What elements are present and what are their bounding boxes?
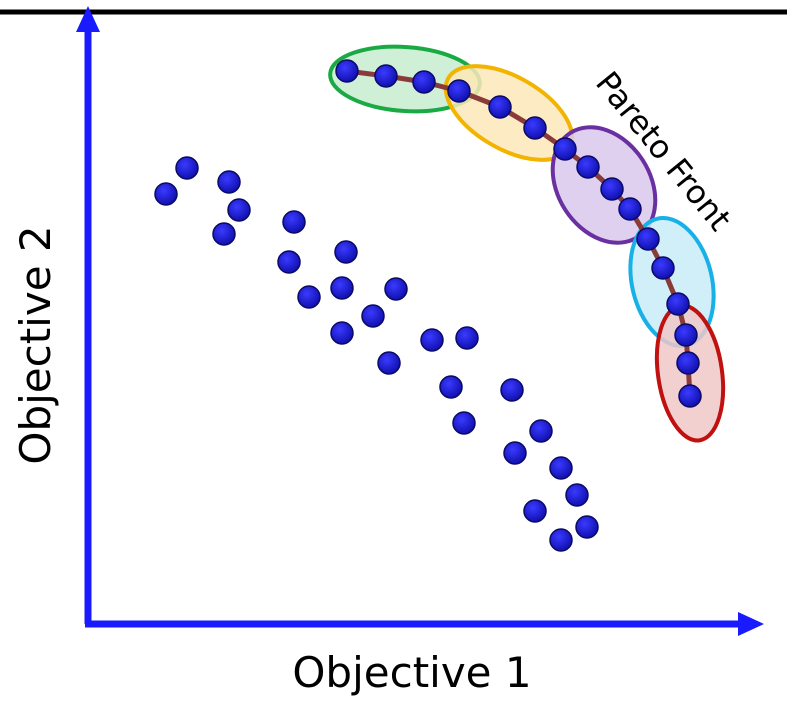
pareto-point — [374, 64, 398, 88]
y-axis-arrowhead — [76, 6, 100, 32]
dominated-point — [500, 378, 524, 402]
pareto-point — [412, 70, 436, 94]
dominated-point — [377, 351, 401, 375]
pareto-point — [335, 59, 359, 83]
dominated-point — [227, 198, 251, 222]
pareto-point — [666, 292, 690, 316]
pareto-front-line — [346, 68, 693, 397]
dominated-point — [529, 419, 553, 443]
pareto-point — [618, 197, 642, 221]
pareto-point — [636, 227, 660, 251]
pareto-point — [651, 256, 675, 280]
pareto-point — [523, 116, 547, 140]
dominated-point — [575, 515, 599, 539]
dominated-point — [277, 250, 301, 274]
dominated-point — [154, 182, 178, 206]
pareto-point — [553, 137, 577, 161]
y-axis-label: Objective 2 — [11, 225, 60, 464]
pareto-point — [447, 79, 471, 103]
dominated-point — [452, 411, 476, 435]
pareto-point — [674, 323, 698, 347]
dominated-point — [549, 456, 573, 480]
dominated-point — [503, 441, 527, 465]
pareto-clusters — [328, 44, 726, 443]
axes — [76, 6, 764, 636]
dominated-point — [420, 328, 444, 352]
dominated-point — [217, 170, 241, 194]
dominated-point — [334, 240, 358, 264]
dominated-point — [455, 326, 479, 350]
dominated-point — [282, 210, 306, 234]
pareto-point — [600, 177, 624, 201]
dominated-point — [212, 222, 236, 246]
dominated-point — [175, 156, 199, 180]
dominated-point — [439, 375, 463, 399]
x-axis-arrowhead — [738, 612, 764, 636]
dominated-point — [330, 276, 354, 300]
dominated-point — [384, 277, 408, 301]
dominated-point — [361, 304, 385, 328]
pareto-point — [488, 95, 512, 119]
dominated-point — [523, 499, 547, 523]
pareto-point — [678, 384, 702, 408]
x-axis-label: Objective 1 — [292, 648, 531, 697]
dominated-point — [549, 528, 573, 552]
dominated-points — [154, 156, 599, 552]
dominated-point — [330, 321, 354, 345]
pareto-point — [676, 351, 700, 375]
pareto-points — [335, 59, 702, 408]
dominated-point — [565, 483, 589, 507]
dominated-point — [297, 285, 321, 309]
pareto-point — [576, 155, 600, 179]
